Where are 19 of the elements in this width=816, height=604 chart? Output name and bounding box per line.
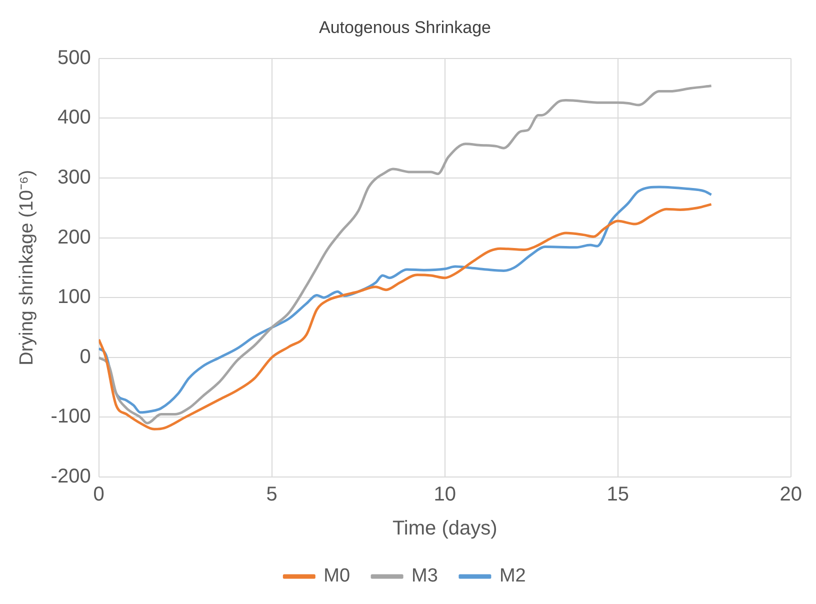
chart-title: Autogenous Shrinkage [318, 18, 492, 37]
x-axis-title: Time (days) [392, 518, 498, 540]
x-tick-label: 5 [266, 484, 278, 506]
y-tick-label: 0 [80, 346, 91, 368]
y-tick-label: -200 [50, 466, 91, 488]
y-axis-title: Drying shrinkage (10⁻⁶) [16, 170, 38, 366]
x-tick-label: 20 [780, 484, 802, 506]
y-tick-label: 500 [57, 46, 91, 69]
legend-label: M2 [499, 566, 526, 587]
legend-label: M0 [324, 566, 350, 587]
y-tick-label: 300 [57, 166, 91, 189]
line-series [98, 84, 713, 424]
y-tick-label: 400 [57, 106, 91, 129]
y-tick-label: 100 [57, 286, 91, 308]
y-tick-label: -100 [50, 406, 91, 428]
y-tick-label: 200 [57, 226, 91, 248]
x-tick-label: 15 [606, 484, 629, 506]
legend-label: M3 [412, 566, 438, 587]
x-tick-label: 10 [434, 484, 456, 506]
